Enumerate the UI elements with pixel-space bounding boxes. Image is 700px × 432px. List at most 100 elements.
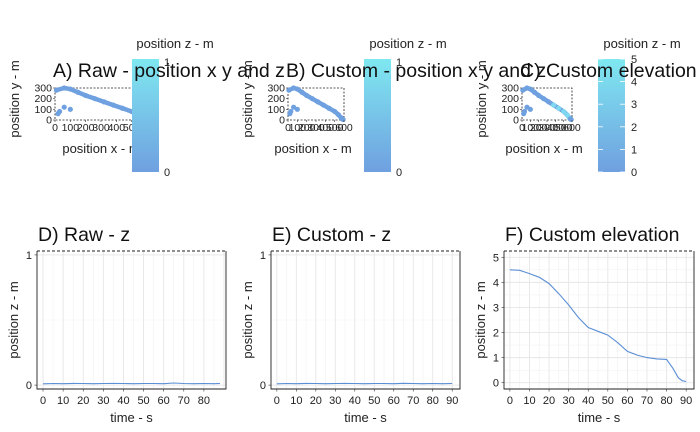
x-axis-title: position x - m — [274, 141, 351, 156]
panel-title: D) Raw - z — [38, 224, 130, 246]
x-tick-label: 40 — [117, 395, 129, 407]
legend-title: position z - m — [369, 36, 446, 51]
legend-colorbar — [598, 59, 625, 172]
y-axis-title: position y - m — [240, 60, 255, 137]
scatter-point — [527, 86, 533, 92]
x-axis-title: time - s — [110, 410, 153, 425]
panel-title: A) Raw - position x y and z — [53, 60, 285, 82]
x-tick-label: 50 — [137, 395, 149, 407]
x-tick-label: 0 — [52, 122, 58, 134]
x-tick-label: 30 — [97, 395, 109, 407]
x-tick-label: 500 — [326, 122, 344, 134]
x-tick-label: 70 — [178, 395, 190, 407]
scatter-point — [332, 108, 338, 115]
plot-frame — [287, 87, 345, 121]
scatter-point — [101, 99, 107, 105]
x-tick-label: 300 — [538, 122, 556, 134]
x-tick-label: 10 — [57, 395, 69, 407]
x-tick-label: 50 — [602, 395, 614, 407]
x-tick-label: 20 — [543, 395, 555, 407]
frame — [503, 251, 695, 390]
scatter-point — [291, 104, 297, 110]
x-tick-label: 20 — [310, 395, 322, 407]
x-tick-label: 80 — [198, 395, 210, 407]
y-tick-label: 300 — [34, 83, 52, 95]
scatter-point — [55, 111, 61, 117]
y-tick-label: 1 — [26, 250, 32, 262]
scatter-point — [119, 105, 126, 111]
legend-tick-label: 2 — [631, 122, 637, 134]
scatter-point — [299, 89, 305, 95]
scatter-point — [61, 104, 67, 110]
panel-title: B) Custom - position x y and z — [286, 60, 546, 82]
x-tick-label: 50 — [368, 395, 380, 407]
y-axis-title: position y - m — [474, 60, 489, 137]
x-tick-label: 30 — [563, 395, 575, 407]
legend-tick-label: 1 — [631, 144, 637, 156]
legend-colorbar — [132, 59, 159, 172]
x-tick-label: 100 — [62, 122, 80, 134]
scatter-point — [53, 87, 60, 93]
x-tick-label: 100 — [522, 122, 540, 134]
x-tick-label: 90 — [446, 395, 458, 407]
x-tick-label: 0 — [507, 395, 513, 407]
scatter-point — [551, 102, 557, 108]
scatter-point — [83, 92, 89, 99]
x-tick-label: 600 — [563, 122, 581, 134]
plot-frame — [521, 87, 573, 121]
y-axis-title: position z - m — [6, 281, 21, 358]
x-tick-label: 300 — [307, 122, 325, 134]
scatter-point — [315, 99, 321, 105]
y-tick-label: 100 — [501, 104, 519, 116]
scatter-point — [294, 86, 300, 92]
scatter-point — [304, 92, 310, 99]
x-tick-label: 40 — [349, 395, 361, 407]
scatter-point — [287, 111, 293, 117]
x-tick-label: 400 — [547, 122, 565, 134]
legend-tick-label: 5 — [631, 54, 637, 66]
legend-max-label: 1 — [396, 57, 402, 69]
y-tick-label: 300 — [267, 83, 285, 95]
y-tick-label: 200 — [267, 93, 285, 105]
x-tick-label: 300 — [92, 122, 110, 134]
scatter-point — [110, 102, 116, 108]
x-tick-label: 10 — [523, 395, 535, 407]
panel-title: C) Custom elevation — [520, 60, 697, 82]
plot-frame — [54, 87, 148, 121]
x-tick-label: 200 — [77, 122, 95, 134]
x-tick-label: 60 — [621, 395, 633, 407]
y-tick-label: 0 — [46, 115, 52, 127]
series-line — [42, 382, 221, 385]
scatter-point — [521, 111, 527, 117]
x-tick-label: 600 — [335, 122, 353, 134]
legend-title: position z - m — [603, 36, 680, 51]
scatter-point — [326, 105, 332, 111]
panel-d: 0 10 20 30 40 50 60 70 80 0 1 time - s position z - … — [6, 224, 227, 425]
y-tick-label: 0 — [26, 380, 32, 392]
x-tick-label: 100 — [289, 122, 307, 134]
y-tick-label: 200 — [501, 93, 519, 105]
frame — [270, 251, 461, 390]
panel-e: 0 10 20 30 40 50 60 70 80 90 0 1 time - s position z … — [240, 224, 461, 425]
panel-title: E) Custom - z — [272, 224, 391, 246]
x-tick-label: 0 — [519, 122, 525, 134]
x-axis-title: position x - m — [505, 141, 582, 156]
x-axis-title: time - s — [344, 410, 387, 425]
y-tick-label: 4 — [493, 277, 499, 289]
x-tick-label: 10 — [290, 395, 302, 407]
legend-tick-label: 3 — [631, 99, 637, 111]
y-axis-title: position z - m — [240, 281, 255, 358]
x-tick-label: 90 — [680, 395, 692, 407]
y-tick-label: 100 — [34, 104, 52, 116]
x-tick-label: 400 — [317, 122, 335, 134]
scatter-point — [309, 96, 315, 102]
y-tick-label: 2 — [493, 328, 499, 340]
y-tick-label: 3 — [493, 302, 499, 314]
y-tick-label: 100 — [267, 104, 285, 116]
panel-f: 0 10 20 30 40 50 60 70 80 90 0 1 2 3 4 5 time - s positio… — [473, 224, 695, 425]
x-axis-title: time - s — [578, 410, 621, 425]
y-axis-title: position z - m — [473, 281, 488, 358]
